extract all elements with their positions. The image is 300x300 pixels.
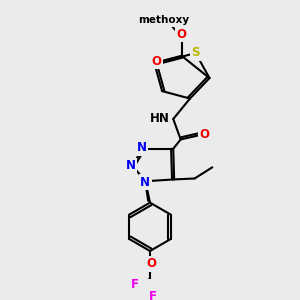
Text: O: O: [152, 55, 161, 68]
Text: F: F: [131, 278, 139, 291]
Text: N: N: [125, 159, 136, 172]
Text: O: O: [147, 257, 157, 271]
Text: N: N: [140, 176, 150, 189]
Text: HN: HN: [150, 112, 169, 125]
Text: F: F: [149, 290, 157, 300]
Text: N: N: [136, 141, 147, 154]
Text: O: O: [200, 128, 210, 141]
Text: S: S: [191, 46, 200, 59]
Text: methoxy: methoxy: [138, 16, 190, 26]
Text: O: O: [177, 28, 187, 41]
Text: methyl: methyl: [168, 18, 172, 20]
